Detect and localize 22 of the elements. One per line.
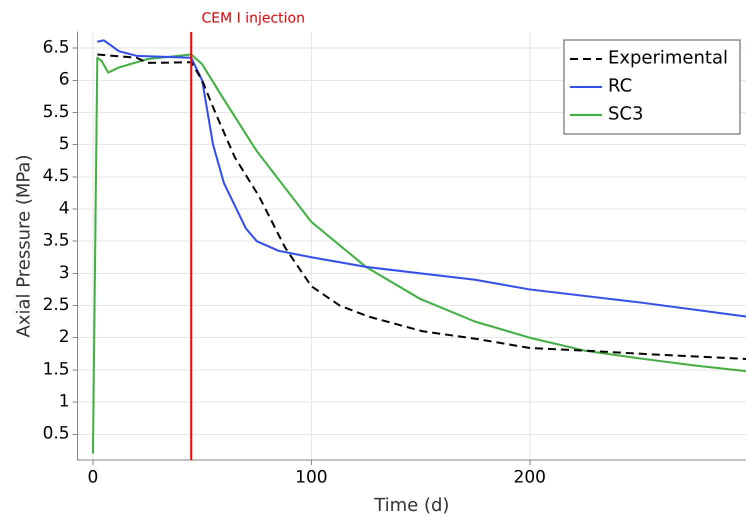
y-tick-label: 2 [58,327,70,348]
y-tick-label: 3.5 [42,230,70,251]
y-tick-label: 4.5 [42,166,70,186]
y-tick-label: 3 [58,262,70,283]
legend-label: SC3 [608,104,644,125]
y-tick-label: 1.5 [42,359,70,380]
x-tick-label: 100 [295,468,328,488]
y-tick-label: 0.5 [42,424,70,444]
y-tick-label: 1 [58,391,70,412]
y-tick-label: 4 [58,198,70,218]
y-tick-label: 2.5 [42,294,70,315]
y-tick-label: 6 [58,70,70,90]
y-axis-title: Axial Pressure (MPa) [13,154,34,338]
ref-line-label: CEM I injection [201,10,305,27]
x-axis-title: Time (d) [373,494,450,516]
legend-label: RC [608,76,632,97]
y-tick-label: 6.5 [42,38,70,58]
x-tick-label: 0 [88,468,98,488]
y-tick-label: 5.5 [42,102,70,122]
x-tick-label: 200 [514,468,546,488]
legend-label: Experimental [608,48,728,69]
y-tick-label: 5 [58,134,70,154]
